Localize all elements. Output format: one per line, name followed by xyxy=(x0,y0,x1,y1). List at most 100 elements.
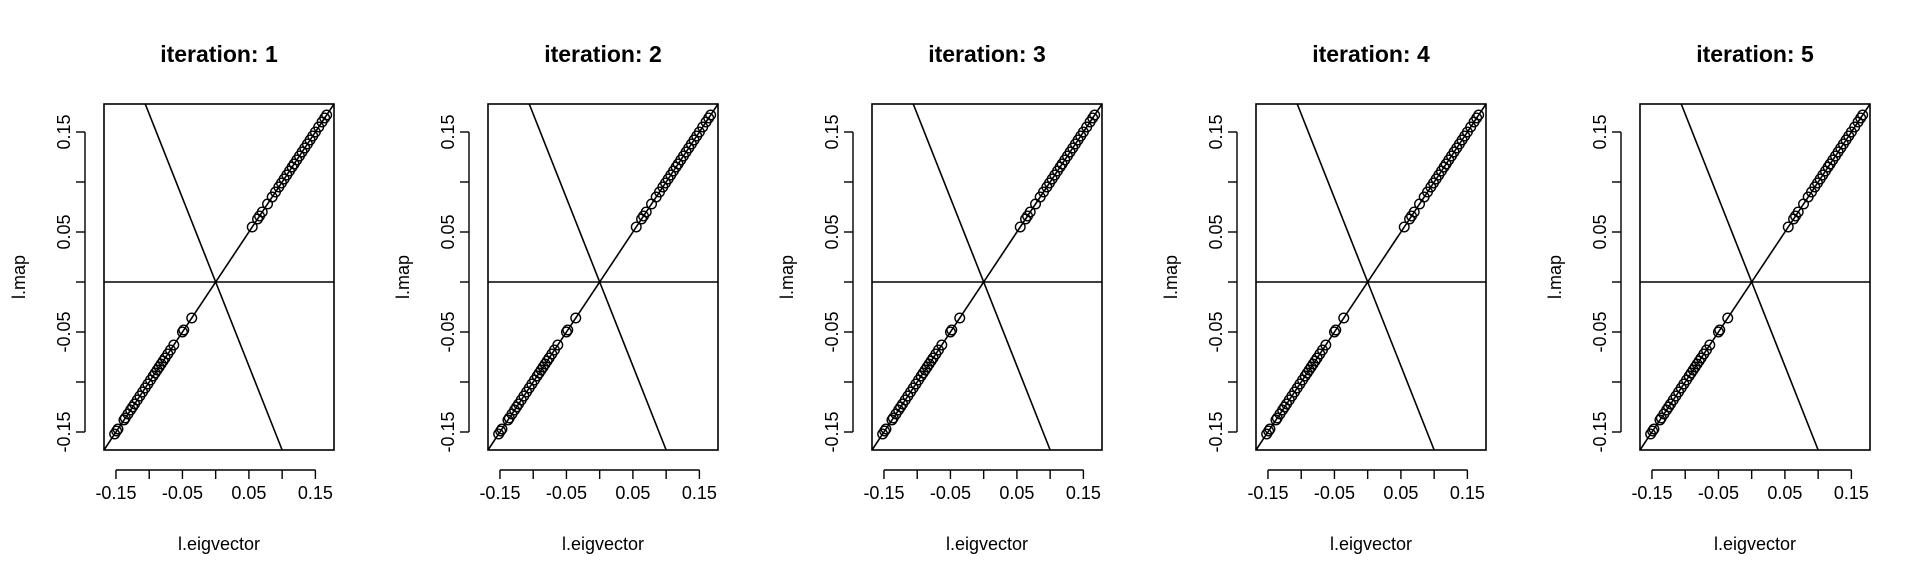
x-tick-label: -0.05 xyxy=(546,483,587,503)
data-point xyxy=(1330,324,1342,336)
data-point xyxy=(1024,206,1036,218)
data-point xyxy=(917,367,929,379)
data-point xyxy=(495,425,507,437)
y-axis-label: l.map xyxy=(9,255,29,299)
x-axis-label: l.eigvector xyxy=(1714,534,1796,554)
chart-panel-3: iteration: 3 -0.15 -0.05 0.05 0.15 -0.15 -0.05… xyxy=(777,41,1103,554)
x-tick-label: -0.15 xyxy=(1631,483,1672,503)
data-point xyxy=(1654,414,1666,426)
data-point xyxy=(1683,370,1695,382)
data-point xyxy=(1855,112,1867,124)
data-point xyxy=(1647,425,1659,437)
chart-panel-2: iteration: 2 -0.15 -0.05 0.05 0.15 -0.15 -0.05… xyxy=(393,41,719,554)
plot-frame xyxy=(103,103,335,451)
data-point xyxy=(1712,326,1724,338)
x-axis-label: l.eigvector xyxy=(562,534,644,554)
data-point xyxy=(944,326,956,338)
y-tick-label: -0.05 xyxy=(438,311,458,352)
x-tick-label: 0.15 xyxy=(1834,483,1869,503)
data-point xyxy=(155,358,167,370)
data-point xyxy=(1307,358,1319,370)
reference-line-2 xyxy=(1296,103,1435,451)
y-axis-label: l.map xyxy=(777,255,797,299)
data-point xyxy=(246,221,258,233)
data-point xyxy=(539,358,551,370)
chart-title: iteration: 3 xyxy=(928,41,1046,67)
data-point xyxy=(879,425,891,437)
data-point xyxy=(168,339,180,351)
y-tick-label: 0.15 xyxy=(822,114,842,149)
data-point xyxy=(1648,423,1660,435)
points-group xyxy=(1261,109,1485,440)
chart-panel-4: iteration: 4 -0.15 -0.05 0.05 0.15 -0.15 -0.05… xyxy=(1161,41,1487,554)
y-tick-label: -0.05 xyxy=(822,311,842,352)
y-tick-label: 0.05 xyxy=(822,214,842,249)
data-point xyxy=(1722,312,1734,324)
reference-line-2 xyxy=(912,103,1051,451)
y-tick-label: 0.05 xyxy=(1206,214,1226,249)
data-point xyxy=(319,112,331,124)
chart-panel-5: iteration: 5 -0.15 -0.05 0.05 0.15 -0.15 -0.05… xyxy=(1545,41,1871,554)
x-tick-label: 0.05 xyxy=(231,483,266,503)
y-tick-label: -0.05 xyxy=(1590,311,1610,352)
data-point xyxy=(178,324,190,336)
data-point xyxy=(886,414,898,426)
data-point xyxy=(537,361,549,373)
data-point xyxy=(1277,404,1289,416)
reference-line-2 xyxy=(1680,103,1819,451)
chart-title: iteration: 4 xyxy=(1312,41,1430,67)
x-tick-label: 0.15 xyxy=(682,483,717,503)
plot-frame xyxy=(1255,103,1487,451)
y-tick-label: 0.05 xyxy=(1590,214,1610,249)
data-point xyxy=(1263,425,1275,437)
data-point xyxy=(1473,109,1485,121)
data-point xyxy=(1338,312,1350,324)
y-tick-label: -0.15 xyxy=(1206,411,1226,452)
data-point xyxy=(256,206,268,218)
data-point xyxy=(533,367,545,379)
reference-line-2 xyxy=(144,103,283,451)
y-tick-label: -0.15 xyxy=(54,411,74,452)
y-tick-label: -0.15 xyxy=(1590,411,1610,452)
x-tick-label: 0.05 xyxy=(1383,483,1418,503)
y-axis-label: l.map xyxy=(393,255,413,299)
data-point xyxy=(149,367,161,379)
data-point xyxy=(509,404,521,416)
data-point xyxy=(1270,414,1282,426)
data-point xyxy=(560,326,572,338)
y-tick-label: 0.15 xyxy=(438,114,458,149)
data-point xyxy=(1687,364,1699,376)
x-axis-label: l.eigvector xyxy=(178,534,260,554)
data-point xyxy=(1299,370,1311,382)
data-point xyxy=(1301,367,1313,379)
data-point xyxy=(1689,361,1701,373)
data-point xyxy=(535,364,547,376)
x-tick-label: 0.05 xyxy=(999,483,1034,503)
data-point xyxy=(1320,339,1332,351)
data-point xyxy=(118,414,130,426)
data-point xyxy=(1264,423,1276,435)
data-point xyxy=(1685,367,1697,379)
data-point xyxy=(531,370,543,382)
x-tick-label: -0.05 xyxy=(1314,483,1355,503)
x-tick-label: -0.05 xyxy=(1698,483,1739,503)
x-tick-label: 0.15 xyxy=(1450,483,1485,503)
data-point xyxy=(1408,206,1420,218)
x-tick-label: 0.05 xyxy=(1767,483,1802,503)
data-point xyxy=(923,358,935,370)
data-point xyxy=(321,109,333,121)
y-tick-label: 0.15 xyxy=(1206,114,1226,149)
data-point xyxy=(936,339,948,351)
data-point xyxy=(111,425,123,437)
data-point xyxy=(1857,109,1869,121)
plot-frame xyxy=(1639,103,1871,451)
chart-title: iteration: 2 xyxy=(544,41,662,67)
reference-line-2 xyxy=(528,103,667,451)
data-point xyxy=(1087,112,1099,124)
points-group xyxy=(1645,109,1869,440)
points-group xyxy=(109,109,333,440)
data-point xyxy=(640,206,652,218)
y-tick-label: -0.15 xyxy=(822,411,842,452)
data-point xyxy=(1782,221,1794,233)
